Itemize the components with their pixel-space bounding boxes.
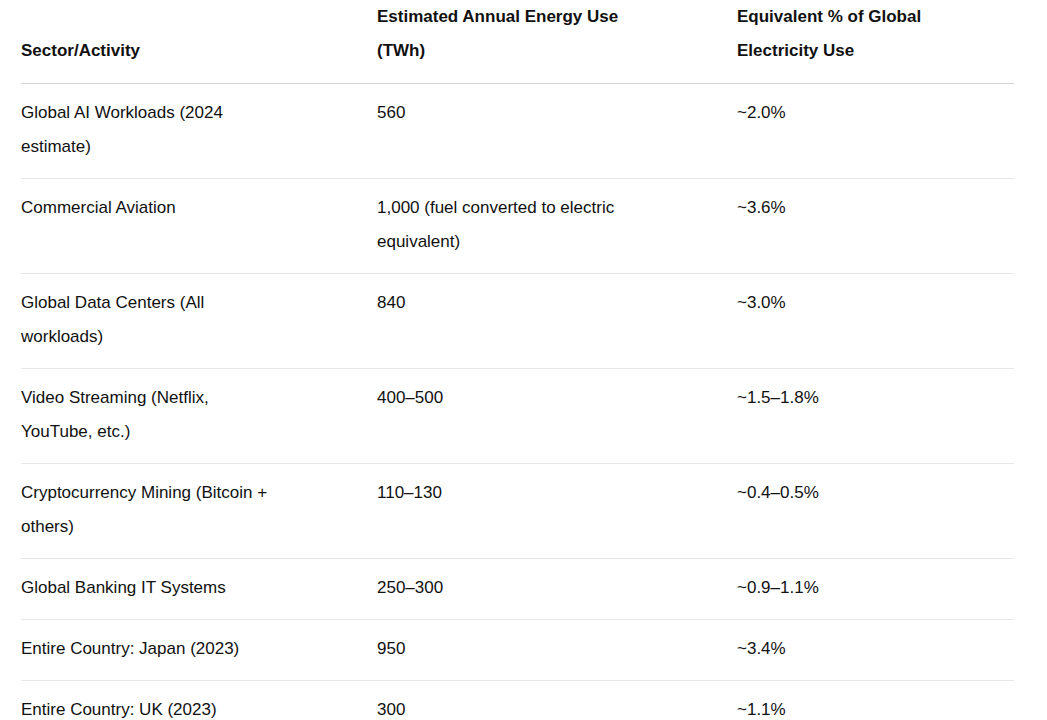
table-row: Commercial Aviation1,000 (fuel converted… bbox=[21, 179, 1014, 274]
table-cell: 400–500 bbox=[377, 369, 737, 464]
table-cell: 950 bbox=[377, 620, 737, 681]
table-cell: Video Streaming (Netflix, YouTube, etc.) bbox=[21, 369, 377, 464]
table-cell: ~3.6% bbox=[737, 179, 1014, 274]
header-cell-0: Sector/Activity bbox=[21, 0, 377, 84]
table-cell: Global Banking IT Systems bbox=[21, 559, 377, 620]
table-cell: ~1.1% bbox=[737, 681, 1014, 720]
energy-table-container: Sector/ActivityEstimated Annual Energy U… bbox=[0, 0, 1047, 720]
table-row: Global AI Workloads (2024 estimate)560~2… bbox=[21, 84, 1014, 179]
header-row: Sector/ActivityEstimated Annual Energy U… bbox=[21, 0, 1014, 84]
table-cell: ~1.5–1.8% bbox=[737, 369, 1014, 464]
table-cell: Entire Country: UK (2023) bbox=[21, 681, 377, 720]
table-body: Global AI Workloads (2024 estimate)560~2… bbox=[21, 84, 1014, 720]
header-cell-2: Equivalent % of Global Electricity Use bbox=[737, 0, 1014, 84]
table-row: Entire Country: UK (2023)300~1.1% bbox=[21, 681, 1014, 720]
table-cell: 560 bbox=[377, 84, 737, 179]
table-cell: Entire Country: Japan (2023) bbox=[21, 620, 377, 681]
table-cell: ~0.4–0.5% bbox=[737, 464, 1014, 559]
table-row: Video Streaming (Netflix, YouTube, etc.)… bbox=[21, 369, 1014, 464]
table-cell: ~0.9–1.1% bbox=[737, 559, 1014, 620]
table-row: Cryptocurrency Mining (Bitcoin + others)… bbox=[21, 464, 1014, 559]
table-cell: Commercial Aviation bbox=[21, 179, 377, 274]
table-cell: 840 bbox=[377, 274, 737, 369]
table-cell: Global Data Centers (All workloads) bbox=[21, 274, 377, 369]
table-cell: 1,000 (fuel converted to electric equiva… bbox=[377, 179, 737, 274]
energy-comparison-table: Sector/ActivityEstimated Annual Energy U… bbox=[21, 0, 1014, 720]
table-row: Entire Country: Japan (2023)950~3.4% bbox=[21, 620, 1014, 681]
table-cell: ~3.4% bbox=[737, 620, 1014, 681]
table-cell: Global AI Workloads (2024 estimate) bbox=[21, 84, 377, 179]
header-cell-1: Estimated Annual Energy Use (TWh) bbox=[377, 0, 737, 84]
table-row: Global Banking IT Systems250–300~0.9–1.1… bbox=[21, 559, 1014, 620]
table-cell: 110–130 bbox=[377, 464, 737, 559]
table-header: Sector/ActivityEstimated Annual Energy U… bbox=[21, 0, 1014, 84]
table-cell: 300 bbox=[377, 681, 737, 720]
table-cell: ~3.0% bbox=[737, 274, 1014, 369]
table-cell: Cryptocurrency Mining (Bitcoin + others) bbox=[21, 464, 377, 559]
table-cell: 250–300 bbox=[377, 559, 737, 620]
table-row: Global Data Centers (All workloads)840~3… bbox=[21, 274, 1014, 369]
table-cell: ~2.0% bbox=[737, 84, 1014, 179]
